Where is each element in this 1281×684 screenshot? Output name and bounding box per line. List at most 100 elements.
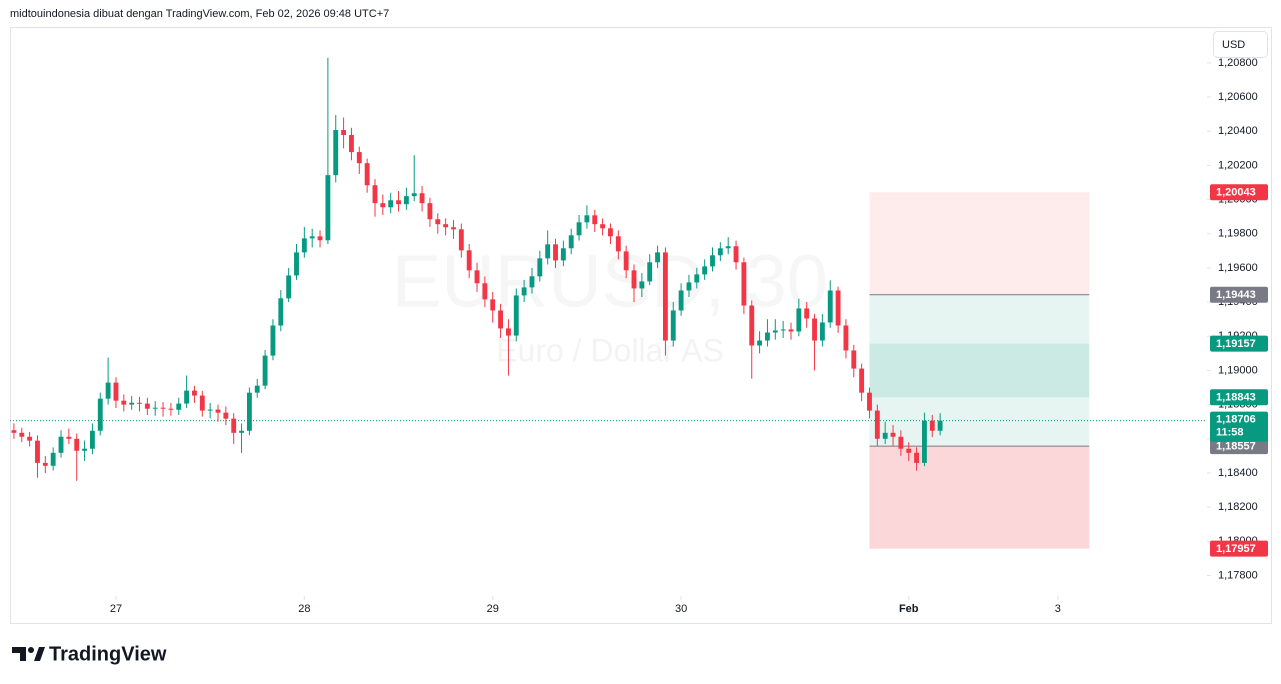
candle-body	[388, 200, 394, 208]
candle-body	[278, 298, 284, 326]
candle-body	[498, 310, 504, 329]
price-badge	[1210, 335, 1268, 352]
candle-body	[631, 270, 637, 289]
price-badge	[1210, 389, 1268, 406]
candle-body	[144, 403, 150, 409]
candle-body	[772, 330, 778, 333]
candle-body	[694, 274, 700, 283]
candle-body	[765, 332, 770, 341]
position-zone	[869, 343, 1090, 398]
candle-body	[678, 290, 684, 311]
candle-body	[513, 295, 519, 336]
candle-body	[843, 325, 849, 351]
candle-body	[82, 448, 88, 451]
logo-mark	[28, 647, 34, 653]
candle-body	[35, 440, 40, 463]
candle-body	[788, 329, 794, 332]
candle-body	[262, 355, 268, 386]
candle-body	[50, 452, 56, 466]
candle-body	[309, 236, 315, 239]
y-tick-label: 1,20400	[1218, 125, 1258, 137]
candle-body	[192, 390, 197, 396]
candle-body	[749, 305, 755, 346]
candle-body	[286, 275, 292, 299]
candle-body	[356, 152, 362, 164]
logo-mark	[34, 647, 45, 661]
price-badge	[1210, 438, 1268, 455]
candle-body	[780, 329, 786, 331]
candle-body	[427, 203, 433, 220]
candle-body	[27, 436, 33, 441]
candle-body	[129, 402, 135, 405]
candle-body	[184, 390, 190, 404]
candle-body	[301, 238, 307, 253]
candle-body	[929, 420, 935, 431]
candle-body	[113, 382, 119, 401]
candle-body	[207, 409, 213, 411]
candle-body	[66, 436, 72, 439]
candle-body	[466, 250, 472, 271]
candle-body	[458, 229, 464, 251]
candle-body	[733, 246, 739, 263]
price-badge-label: 1,19443	[1216, 289, 1256, 301]
countdown: 11:58	[1216, 427, 1244, 439]
candle-body	[58, 436, 64, 453]
candle-body	[867, 392, 872, 411]
candle-body	[223, 412, 229, 419]
current-price-badge	[1210, 411, 1268, 442]
candle-body	[623, 251, 629, 271]
y-tick-label: 1,18200	[1218, 501, 1258, 513]
candle-body	[655, 252, 660, 263]
currency-button[interactable]	[1213, 31, 1268, 58]
currency-label[interactable]: USD	[1222, 39, 1245, 51]
y-tick-label: 1,19600	[1218, 262, 1258, 274]
candle-body	[419, 193, 425, 204]
candle-body	[349, 134, 354, 153]
candle-body	[717, 248, 723, 256]
candle-body	[600, 224, 606, 229]
candle-body	[89, 430, 95, 449]
candle-body	[874, 410, 880, 439]
candle-body	[137, 402, 142, 404]
y-tick-label: 1,17800	[1218, 569, 1258, 581]
position-zone	[869, 192, 1090, 295]
candle-body	[333, 130, 339, 176]
y-tick-label: 1,20600	[1218, 91, 1258, 103]
candle-body	[121, 400, 127, 405]
candle-body	[325, 175, 331, 241]
candle-body	[882, 432, 888, 439]
logo	[12, 647, 45, 661]
candle-body	[835, 290, 841, 326]
candle-body	[560, 248, 566, 261]
brand: TradingView	[49, 643, 167, 665]
candle-body	[474, 270, 480, 284]
candle-body	[254, 385, 260, 393]
attribution: midtouindonesia dibuat dengan TradingVie…	[10, 8, 389, 20]
candle-body	[521, 287, 527, 296]
candle-body	[686, 282, 692, 291]
candle-body	[545, 244, 551, 259]
candle-body	[584, 215, 590, 223]
candle-body	[647, 262, 653, 282]
candle-body	[443, 224, 449, 228]
candle-body	[937, 420, 943, 431]
candle-body	[411, 193, 417, 197]
candle-body	[42, 462, 48, 466]
candle-body	[490, 299, 496, 311]
x-tick-label: 29	[487, 603, 499, 615]
x-tick-label: 27	[110, 603, 122, 615]
candle-body	[231, 418, 237, 433]
candle-body	[639, 281, 645, 289]
candle-body	[741, 262, 747, 306]
candle-body	[898, 436, 904, 449]
y-tick-label: 1,18400	[1218, 467, 1258, 479]
price-badge	[1210, 286, 1268, 303]
candle-body	[364, 163, 370, 186]
candle-body	[537, 258, 543, 277]
price-badge	[1210, 184, 1268, 201]
candle-body	[435, 219, 441, 225]
x-tick-label: 3	[1055, 603, 1061, 615]
